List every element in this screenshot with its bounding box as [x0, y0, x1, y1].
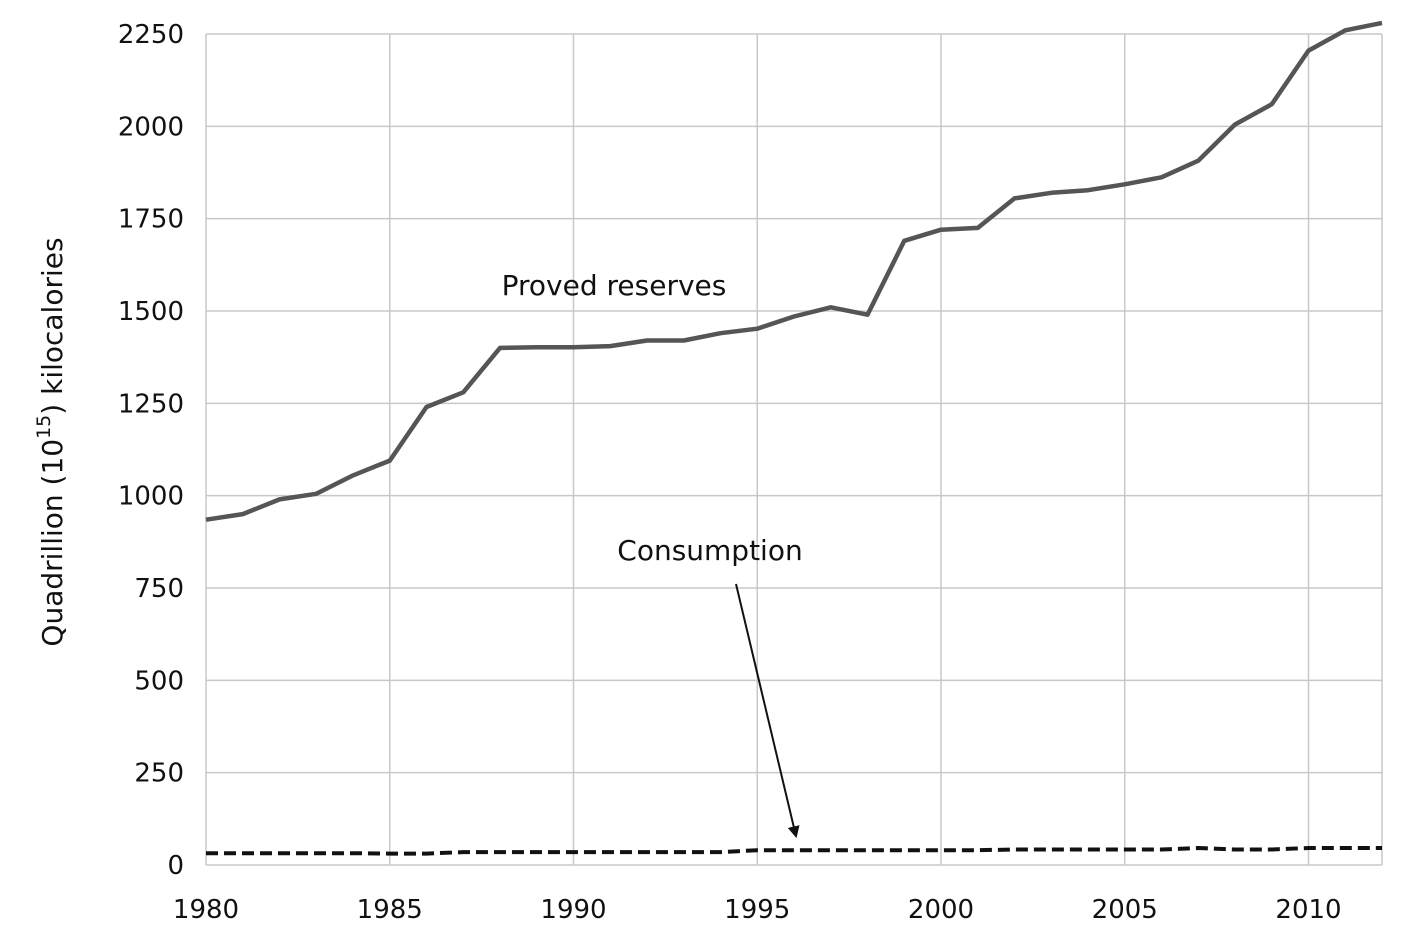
- series: [206, 23, 1382, 854]
- annotation-consumption: Consumption: [617, 534, 802, 567]
- series-line-consumption: [206, 848, 1382, 854]
- y-tick-label: 2250: [118, 20, 184, 50]
- x-tick-label: 2010: [1275, 895, 1341, 925]
- y-axis-label: Quadrillion (1015) kilocalories: [33, 237, 69, 646]
- y-tick-label: 500: [134, 666, 184, 696]
- series-line-proved-reserves: [206, 23, 1382, 520]
- y-tick-label: 1000: [118, 482, 184, 512]
- annotation-proved-reserves: Proved reserves: [502, 269, 727, 302]
- y-axis-label-superscript: 15: [33, 415, 55, 439]
- x-tick-label: 1990: [540, 895, 606, 925]
- y-axis-label-part: Quadrillion (10: [36, 439, 69, 647]
- y-tick-label: 250: [134, 759, 184, 789]
- x-tick-label: 1995: [724, 895, 790, 925]
- y-tick-label: 1500: [118, 297, 184, 327]
- y-tick-label: 1250: [118, 389, 184, 419]
- axis-tick-labels: 0 250 500 750 1000 1250 1500 1750 2000 2250 1980 19…: [118, 20, 1342, 925]
- x-tick-label: 1985: [357, 895, 423, 925]
- y-tick-label: 750: [134, 574, 184, 604]
- y-tick-label: 2000: [118, 112, 184, 142]
- x-tick-label: 2000: [908, 895, 974, 925]
- y-tick-label: 0: [167, 851, 184, 881]
- x-tick-label: 2005: [1092, 895, 1158, 925]
- consumption-arrow: [736, 584, 796, 836]
- x-tick-label: 1980: [173, 895, 239, 925]
- grid: [206, 34, 1382, 865]
- y-axis-label-part: ) kilocalories: [36, 237, 69, 414]
- y-tick-label: 1750: [118, 205, 184, 235]
